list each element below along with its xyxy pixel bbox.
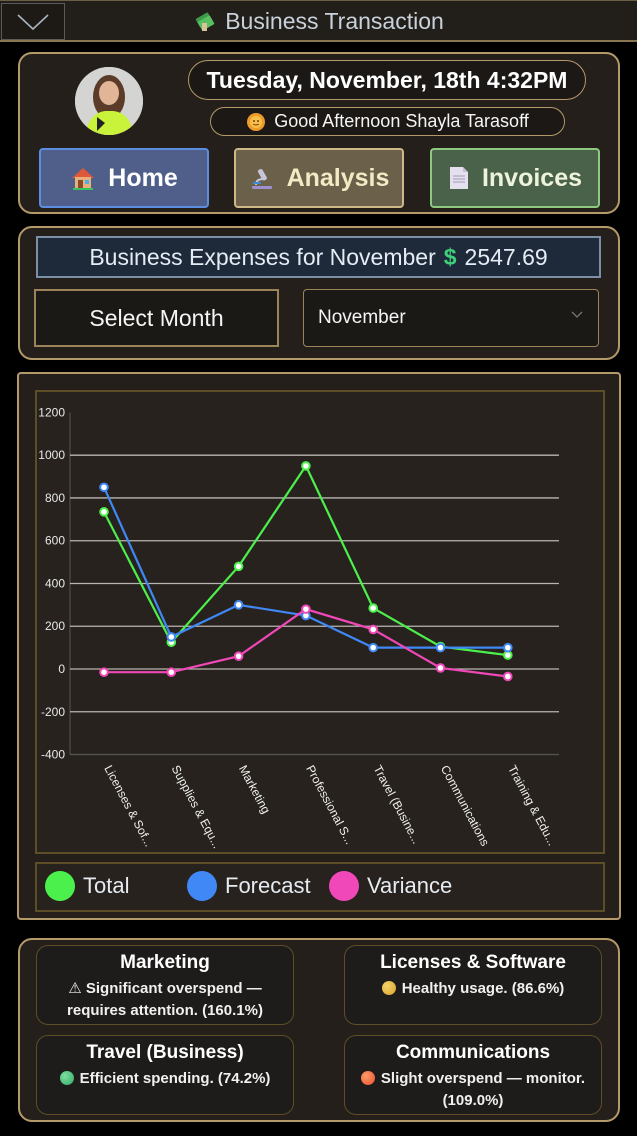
month-dropdown-value: November [318,307,406,328]
dollar-icon: $ [443,243,457,270]
expense-amount: 2547.69 [464,243,548,270]
chevron-down-icon [571,311,583,318]
svg-text:1000: 1000 [38,448,65,462]
status-card-marketing: Marketing ⚠ Significant overspend — requ… [36,945,294,1025]
pink-circle-icon [329,871,359,901]
yellow-circle-icon [381,981,396,995]
status-panel: Marketing ⚠ Significant overspend — requ… [18,938,620,1122]
profile-panel: Tuesday, November, 18th 4:32PM Good Afte… [18,52,620,214]
greeting-text: Good Afternoon Shayla Tarasoff [274,111,529,131]
avatar [75,67,143,135]
legend-item-variance[interactable]: Variance [329,871,452,901]
svg-text:-400: -400 [41,748,65,762]
svg-text:Professional S...: Professional S... [303,763,356,847]
legend-label: Total [83,873,130,898]
svg-text:Travel (Busine...: Travel (Busine... [371,763,424,846]
analysis-button[interactable]: Analysis [234,148,404,208]
svg-text:Training & Edu...: Training & Edu... [505,763,559,848]
legend-label: Forecast [225,873,311,898]
money-icon [195,12,215,31]
home-label: Home [108,163,178,192]
expense-summary: Business Expenses for November $ 2547.69 [36,236,601,278]
chart-canvas: 1200 1000 800 600 400 200 0 -200 -400 Licenses & … [38,405,559,851]
svg-text:Licenses & Sof...: Licenses & Sof... [101,763,156,849]
month-dropdown[interactable]: November [303,289,599,347]
greeting: Good Afternoon Shayla Tarasoff [210,107,565,136]
title-bar: Business Transaction [0,0,637,42]
orange-circle-icon [360,1071,375,1085]
svg-text:800: 800 [45,491,65,505]
house-icon [72,168,95,190]
svg-text:-200: -200 [41,705,65,719]
green-circle-icon [59,1071,74,1085]
legend-item-forecast[interactable]: Forecast [187,871,311,901]
svg-text:1200: 1200 [38,405,65,419]
chevron-down-icon [17,13,49,30]
microscope-icon [251,169,272,189]
card-text: Efficient spending. (74.2%) [37,1068,293,1090]
chart-legend: Total Forecast Variance [35,862,605,912]
svg-text:Marketing: Marketing [236,763,273,816]
green-circle-icon [45,871,75,901]
analysis-label: Analysis [286,163,390,192]
invoices-label: Invoices [481,163,583,192]
menu-toggle-button[interactable] [1,3,65,40]
card-title: Licenses & Software [380,952,566,973]
svg-text:Supplies & Equ...: Supplies & Equ... [169,763,225,851]
date-time-display: Tuesday, November, 18th 4:32PM [188,60,586,100]
document-icon [449,167,468,189]
status-card-communications: Communications Slight overspend — monito… [344,1035,602,1115]
card-text: Slight overspend — monitor. (109.0%) [345,1068,601,1112]
expenses-panel: Business Expenses for November $ 2547.69… [18,226,620,360]
legend-item-total[interactable]: Total [45,871,129,901]
svg-text:Communications: Communications [438,763,492,848]
status-card-travel: Travel (Business) Efficient spending. (7… [36,1035,294,1115]
blue-circle-icon [187,871,217,901]
sun-icon [247,112,266,131]
svg-text:200: 200 [45,619,65,633]
svg-text:0: 0 [58,662,65,676]
svg-text:600: 600 [45,534,65,548]
select-month-label: Select Month [34,289,279,347]
line-chart: 1200 1000 800 600 400 200 0 -200 -400 Licenses & … [35,390,605,854]
card-title: Communications [395,1042,551,1063]
card-title: Travel (Business) [86,1042,244,1063]
home-button[interactable]: Home [39,148,209,208]
warning-icon: ⚠ [68,980,82,997]
expense-label: Business Expenses for November [89,243,436,270]
invoices-button[interactable]: Invoices [430,148,600,208]
window-title: Business Transaction [0,4,637,38]
legend-label: Variance [367,873,453,898]
card-text: Healthy usage. (86.6%) [345,978,601,1000]
chart-panel: 1200 1000 800 600 400 200 0 -200 -400 Licenses & … [17,372,621,920]
card-title: Marketing [120,952,210,973]
status-card-licenses: Licenses & Software Healthy usage. (86.6… [344,945,602,1025]
svg-text:400: 400 [45,576,65,590]
title-text: Business Transaction [225,7,444,34]
card-text: ⚠ Significant overspend — requires atten… [67,980,263,1019]
